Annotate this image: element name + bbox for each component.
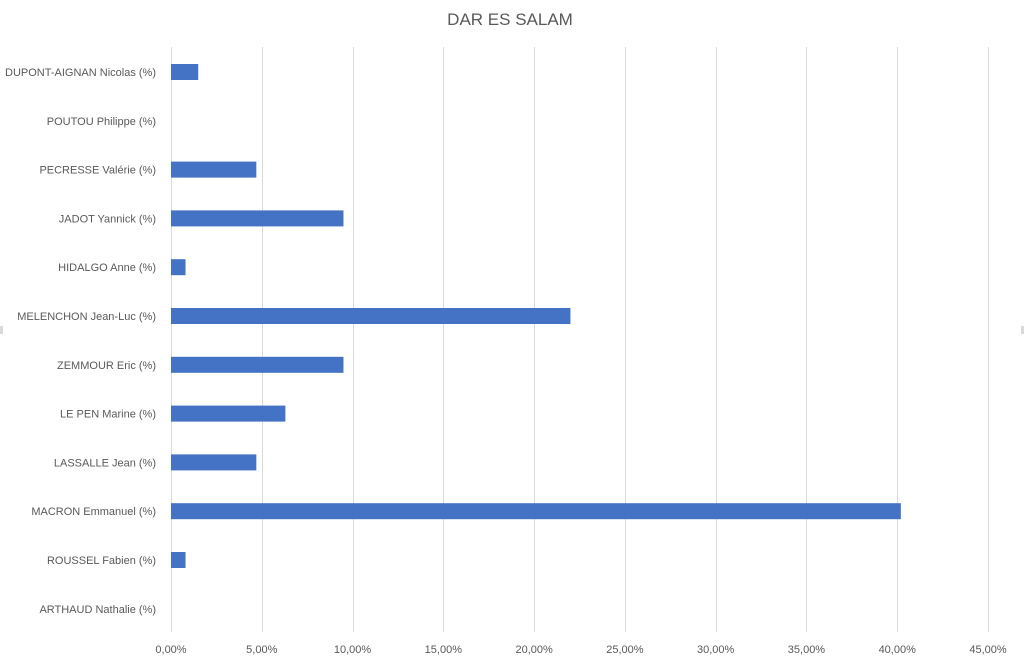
bar bbox=[171, 64, 199, 80]
x-tick-label: 30,00% bbox=[697, 644, 735, 656]
x-tick-label: 5,00% bbox=[246, 644, 277, 656]
x-tick-label: 0,00% bbox=[155, 644, 186, 656]
category-label: JADOT Yannick (%) bbox=[59, 213, 156, 225]
x-tick-label: 45,00% bbox=[969, 644, 1007, 656]
category-label: MELENCHON Jean-Luc (%) bbox=[17, 311, 156, 323]
bar bbox=[171, 503, 901, 520]
left-edge-marker bbox=[0, 326, 3, 334]
bar bbox=[171, 356, 344, 373]
category-label: HIDALGO Anne (%) bbox=[58, 262, 156, 274]
chart-title: DAR ES SALAM bbox=[447, 10, 573, 29]
bar bbox=[171, 552, 186, 568]
category-labels: DUPONT-AIGNAN Nicolas (%) POUTOU Philippe… bbox=[5, 67, 156, 616]
category-label: MACRON Emmanuel (%) bbox=[31, 506, 156, 518]
category-label: PECRESSE Valérie (%) bbox=[39, 165, 156, 177]
bars bbox=[171, 64, 901, 568]
x-tick-label: 35,00% bbox=[788, 644, 826, 656]
category-label: DUPONT-AIGNAN Nicolas (%) bbox=[5, 67, 156, 79]
category-label: ROUSSEL Fabien (%) bbox=[47, 555, 156, 567]
x-tick-label: 20,00% bbox=[515, 644, 553, 656]
x-tick-labels: 0,00% 5,00% 10,00% 15,00% 20,00% 25,00% 30,00%… bbox=[155, 644, 1006, 656]
bar bbox=[171, 308, 571, 324]
gridlines bbox=[171, 47, 989, 632]
x-tick-label: 25,00% bbox=[606, 644, 644, 656]
category-label: POUTOU Philippe (%) bbox=[47, 116, 156, 128]
bar bbox=[171, 259, 186, 276]
bar bbox=[171, 161, 257, 178]
bar bbox=[171, 210, 344, 227]
x-tick-label: 15,00% bbox=[425, 644, 463, 656]
right-edge-marker bbox=[1021, 326, 1024, 334]
x-tick-label: 40,00% bbox=[879, 644, 917, 656]
category-label: ARTHAUD Nathalie (%) bbox=[39, 604, 156, 616]
bar bbox=[171, 405, 286, 422]
bar bbox=[171, 454, 257, 471]
category-label: LASSALLE Jean (%) bbox=[54, 457, 156, 469]
category-label: LE PEN Marine (%) bbox=[60, 409, 156, 421]
category-label: ZEMMOUR Eric (%) bbox=[57, 360, 156, 372]
x-tick-label: 10,00% bbox=[334, 644, 372, 656]
